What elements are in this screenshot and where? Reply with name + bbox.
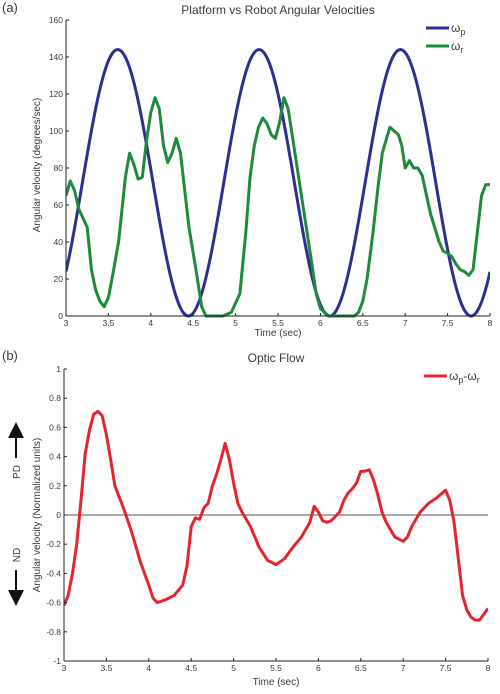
panel-label-b: (b) <box>2 348 18 363</box>
chart-optic-flow: Optic Flow Time (sec) Angular velocity (… <box>8 351 491 688</box>
y-tick-label: 80 <box>54 163 64 173</box>
y-tick-label: -0.8 <box>46 627 61 637</box>
chart-b-xlabel: Time (sec) <box>253 677 300 688</box>
chart-a-title: Platform vs Robot Angular Velocities <box>181 3 374 17</box>
x-tick-label: 7 <box>401 663 406 673</box>
x-tick-label: 3.5 <box>102 318 114 328</box>
chart-a-legend: ωp ωr <box>426 21 465 55</box>
y-tick-label: -0.6 <box>46 598 61 608</box>
x-tick-label: 3 <box>64 318 69 328</box>
x-tick-label: 7.5 <box>440 663 452 673</box>
y-tick-label: 0.4 <box>49 452 61 462</box>
chart-b-legend: ωp-ωr <box>424 369 480 385</box>
series-line-1 <box>64 409 488 622</box>
x-tick-label: 5 <box>233 318 238 328</box>
y-tick-label: 20 <box>54 274 64 284</box>
chart-a-plot-area: 3 3.5 4 4.5 5 5.5 6 6.5 7 7.5 80204060801001201401… <box>49 15 493 328</box>
y-tick-label: 160 <box>49 15 63 25</box>
y-tick-label: -0.4 <box>46 568 61 578</box>
x-tick-label: 4 <box>146 663 151 673</box>
chart-b-plot-area: 3 3.5 4 4.5 5 5.5 6 6.5 7 7.5 8 -1 -0.8 -0.6 -0.4 -0.2 0… <box>46 364 490 673</box>
series-line-2 <box>66 96 490 318</box>
y-tick-label: 0 <box>56 510 61 520</box>
x-tick-label: 7 <box>403 318 408 328</box>
x-tick-label: 4.5 <box>185 663 197 673</box>
y-tick-label: 0.6 <box>49 422 61 432</box>
x-tick-label: 6.5 <box>357 318 369 328</box>
chart-b-ylabel: Angular velocity (Normalized units) <box>32 438 43 593</box>
y-tick-label: -0.2 <box>46 539 61 549</box>
y-tick-label: 1 <box>56 364 61 374</box>
y-tick-label: 40 <box>54 237 64 247</box>
x-tick-label: 5.5 <box>272 318 284 328</box>
direction-annotation: PD ND <box>8 422 24 606</box>
legend-label-optic-flow: ωp-ωr <box>449 369 480 385</box>
y-tick-label: -1 <box>53 656 61 666</box>
x-tick-label: 4 <box>148 318 153 328</box>
legend-label-omega-p: ωp <box>451 21 465 37</box>
y-tick-label: 140 <box>49 52 63 62</box>
x-tick-label: 3.5 <box>100 663 112 673</box>
chart-angular-velocities: Platform vs Robot Angular Velocities Tim… <box>32 3 493 339</box>
pd-label: PD <box>12 465 23 479</box>
x-tick-label: 5 <box>231 663 236 673</box>
chart-b-title: Optic Flow <box>248 351 305 365</box>
y-tick-label: 100 <box>49 126 63 136</box>
x-tick-label: 6.5 <box>355 663 367 673</box>
x-tick-label: 8 <box>488 318 493 328</box>
x-tick-label: 6 <box>316 663 321 673</box>
x-tick-label: 7.5 <box>442 318 454 328</box>
x-tick-label: 6 <box>318 318 323 328</box>
chart-a-xlabel: Time (sec) <box>255 328 302 339</box>
x-tick-label: 4.5 <box>187 318 199 328</box>
y-tick-label: 0.8 <box>49 393 61 403</box>
legend-label-omega-r: ωr <box>451 39 463 55</box>
x-tick-label: 8 <box>486 663 491 673</box>
y-tick-label: 120 <box>49 89 63 99</box>
y-tick-label: 0.2 <box>49 481 61 491</box>
chart-a-ylabel: Angular velocity (degrees/sec) <box>32 98 43 233</box>
series-line-1 <box>66 48 490 318</box>
x-tick-label: 5.5 <box>270 663 282 673</box>
panel-label-a: (a) <box>2 0 18 15</box>
x-tick-label: 3 <box>62 663 67 673</box>
y-tick-label: 0 <box>58 311 63 321</box>
y-tick-label: 60 <box>54 200 64 210</box>
nd-label: ND <box>12 548 23 562</box>
